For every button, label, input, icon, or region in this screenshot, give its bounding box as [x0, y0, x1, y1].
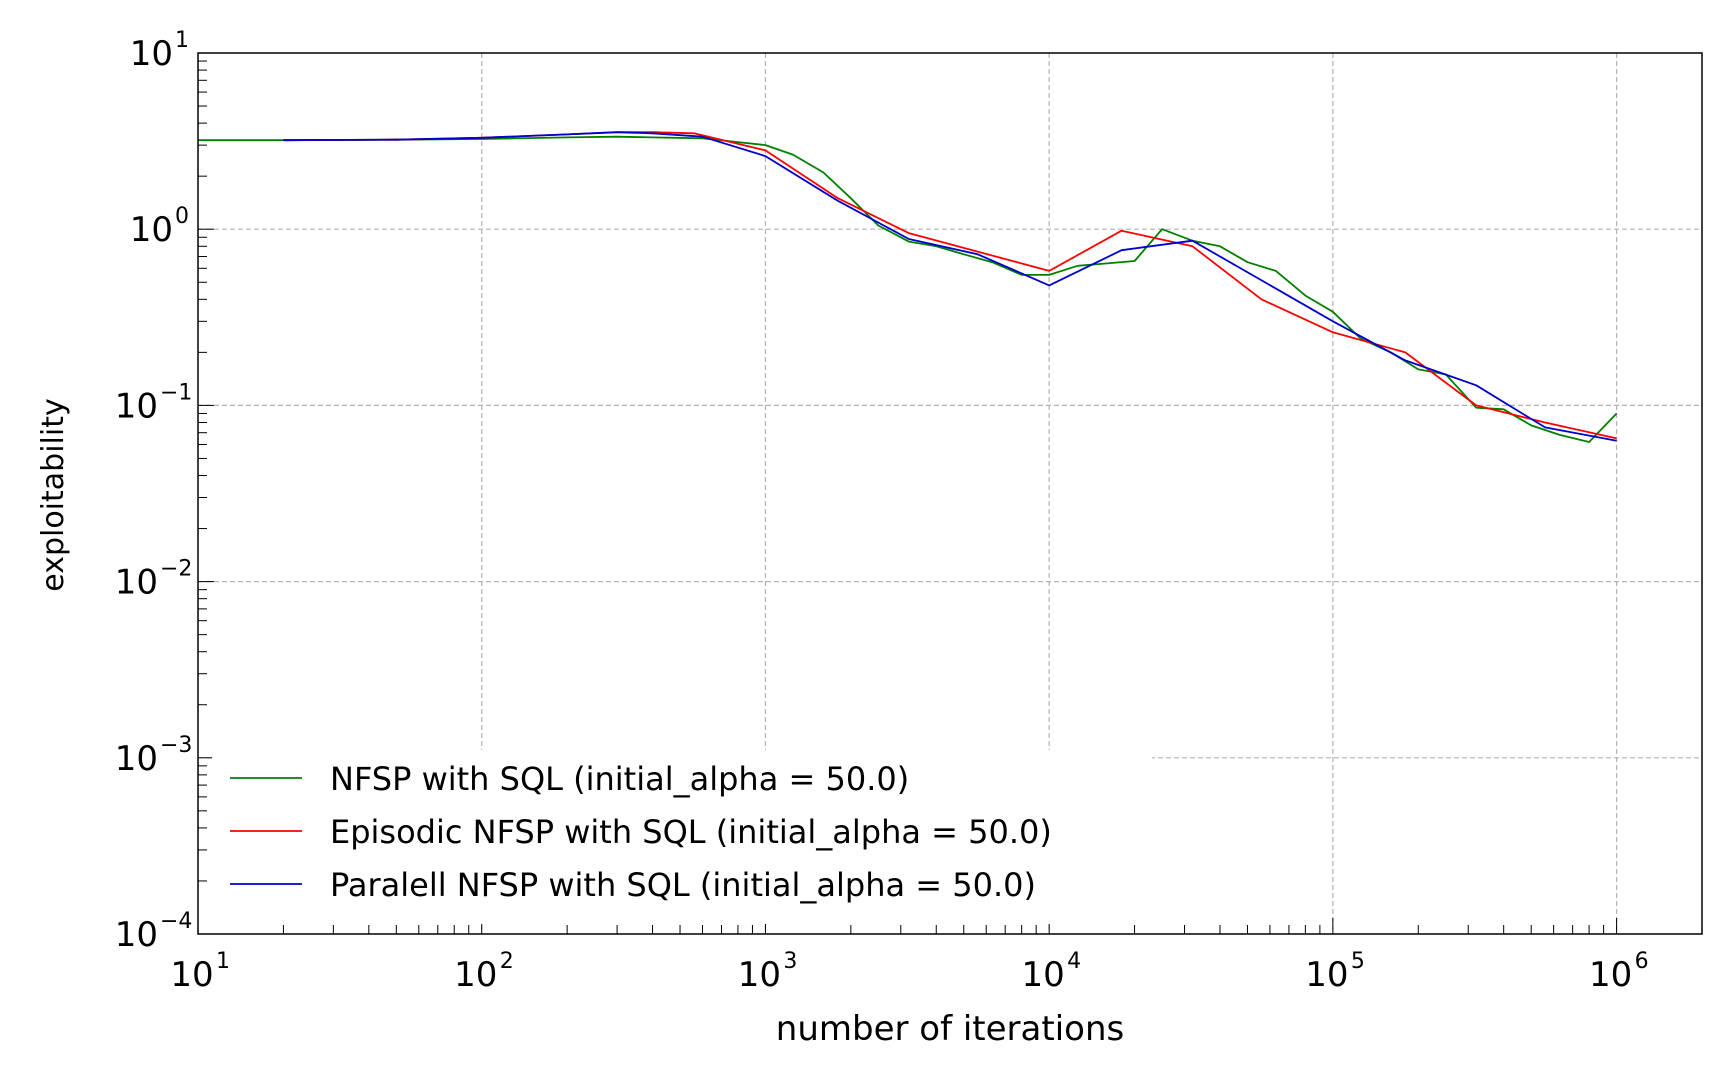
plot-frame: [197, 52, 1703, 935]
minor-ticks: [197, 60, 1703, 935]
y-tick-label: 10: [115, 386, 158, 426]
x-tick-exponent: 4: [1067, 949, 1081, 974]
x-tick-exponent: 2: [500, 949, 514, 974]
x-tick-label: 10: [1305, 955, 1348, 995]
y-tick-exponent: −4: [160, 909, 192, 934]
series-line-3: [283, 131, 1617, 442]
y-tick-exponent: 1: [175, 28, 189, 53]
x-tick-label: 10: [170, 955, 213, 995]
y-tick-exponent: −3: [160, 733, 192, 758]
legend: NFSP with SQL (initial_alpha = 50.0) Epis…: [212, 750, 1152, 924]
y-tick-label: 10: [115, 563, 158, 603]
y-tick-exponent: −2: [160, 557, 192, 582]
y-tick-label: 10: [130, 210, 173, 250]
x-tick-labels: 10 1 10 2 10 3 10 4 10 5 10 6: [170, 949, 1648, 995]
x-tick-label: 10: [1022, 955, 1065, 995]
x-tick-exponent: 5: [1351, 949, 1365, 974]
x-tick-exponent: 6: [1635, 949, 1649, 974]
y-tick-label: 10: [115, 739, 158, 779]
x-tick-label: 10: [738, 955, 781, 995]
legend-box: [212, 750, 1152, 924]
legend-label-3: Paralell NFSP with SQL (initial_alpha = …: [330, 866, 1036, 904]
y-axis-label: exploitability: [36, 398, 71, 591]
y-tick-exponent: 0: [175, 204, 189, 229]
series-lines: [198, 131, 1618, 443]
x-axis-label: number of iterations: [776, 1009, 1124, 1049]
y-tick-exponent: −1: [160, 380, 192, 405]
legend-label-1: NFSP with SQL (initial_alpha = 50.0): [330, 760, 909, 798]
y-tick-label: 10: [115, 915, 158, 955]
x-tick-exponent: 1: [216, 949, 230, 974]
x-tick-exponent: 3: [783, 949, 797, 974]
y-tick-label: 10: [130, 34, 173, 74]
legend-label-2: Episodic NFSP with SQL (initial_alpha = …: [330, 813, 1052, 851]
x-tick-label: 10: [1589, 955, 1632, 995]
x-tick-label: 10: [454, 955, 497, 995]
